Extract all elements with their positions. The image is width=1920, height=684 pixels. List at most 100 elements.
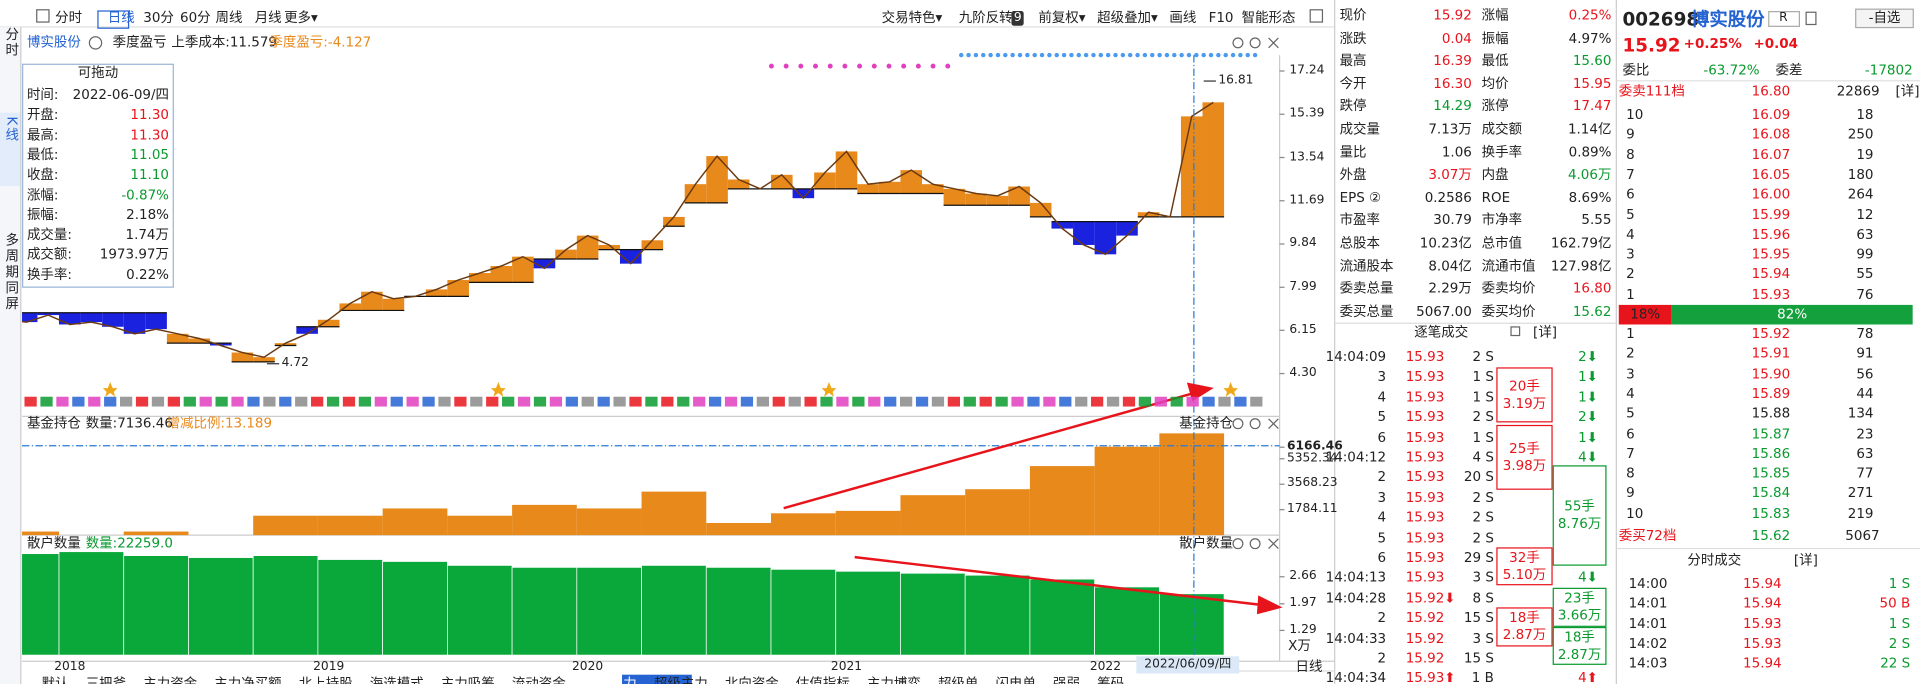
cost-band (814, 172, 836, 189)
period-tab[interactable]: 周线 (215, 9, 243, 26)
cost-band (900, 170, 923, 194)
period-tab[interactable]: 日线 (107, 9, 135, 26)
tick-price: 15.93 (1405, 449, 1445, 466)
quote-value: 0.89% (1568, 143, 1612, 160)
book-total-label: 委买72档 (1618, 527, 1677, 544)
minute-detail[interactable]: [详] (1793, 552, 1818, 569)
bottom-tab[interactable]: 主力吸筹 (440, 675, 495, 684)
stock-code: 002698 (1622, 8, 1700, 31)
tool-button[interactable]: 画线 (1169, 9, 1197, 26)
minute-volume: 2 S (1888, 635, 1911, 652)
bottom-tab[interactable]: 强弱 (1053, 675, 1081, 684)
quote-value: 10.23亿 (1419, 235, 1472, 252)
quote-value: 0.25% (1568, 7, 1612, 24)
bottom-tab[interactable]: 主力博弈 (866, 675, 921, 684)
signal-tag (279, 396, 292, 407)
quote-value: 1.14亿 (1567, 121, 1612, 138)
quote-label: 振幅 (1481, 30, 1509, 47)
minute-price: 15.93 (1743, 615, 1782, 632)
quote-value: 127.98亿 (1550, 257, 1612, 274)
bottom-tab[interactable]: 超级主力 (653, 675, 708, 684)
period-tab[interactable]: 更多▾ (284, 9, 318, 26)
signal-tag (1218, 396, 1231, 407)
book-volume: 77 (1856, 465, 1874, 482)
bottom-tab[interactable]: 北上持股 (298, 675, 353, 684)
bottom-tab[interactable]: 主力净买额 (214, 675, 282, 684)
cost-band (555, 249, 577, 259)
side-tab[interactable]: 分时 (3, 26, 20, 59)
period-tab[interactable]: 分时 (55, 9, 83, 26)
quote-value: 7.13万 (1428, 121, 1472, 138)
quote-label: 均价 (1481, 75, 1509, 92)
tool-button[interactable]: 九阶反转 (958, 9, 1013, 26)
cost-band (943, 188, 966, 206)
info-label: 最低: (26, 146, 59, 163)
cost-band (1029, 202, 1052, 217)
y-tick-label: 17.24 (1289, 63, 1325, 78)
tick-volume: 8 S (1472, 589, 1494, 606)
book-level: 4 (1626, 226, 1635, 243)
x-tick-label: 2019 (313, 660, 345, 674)
tool-button[interactable]: 智能形态 (1241, 9, 1296, 26)
bottom-tab[interactable]: 主力资金 (143, 675, 198, 684)
fund-bar (447, 515, 513, 536)
signal-tag (120, 396, 133, 407)
info-label: 收盘: (26, 166, 59, 183)
book-total-volume: 22869 (1836, 83, 1880, 100)
signal-dot (1083, 52, 1089, 58)
signal-tag (88, 396, 101, 407)
signal-tag (374, 396, 387, 407)
cost-band (447, 280, 469, 297)
cost-band (339, 303, 362, 311)
book-volume: 76 (1856, 286, 1874, 303)
minute-volume: 1 S (1888, 575, 1911, 592)
bottom-tab[interactable]: 默认 (41, 675, 69, 684)
cost-band (145, 312, 167, 330)
tool-button[interactable]: 超级叠加▾ (1097, 9, 1158, 26)
book-detail[interactable]: [详] (1895, 83, 1920, 100)
cost-band (835, 151, 858, 189)
bottom-tab[interactable]: 市值主力 (582, 675, 637, 684)
diff-label: 委差 (1775, 62, 1803, 79)
period-tab[interactable]: 月线 (254, 9, 282, 26)
book-price: 16.08 (1751, 126, 1791, 143)
signal-tag (24, 396, 37, 407)
signal-dot (1069, 52, 1074, 58)
bottom-tab[interactable]: 三把斧 (85, 675, 127, 684)
info-box[interactable] (22, 63, 174, 288)
side-tab[interactable]: K线 (3, 116, 20, 144)
watch-button[interactable] (1855, 8, 1914, 29)
period-tab[interactable]: 30分 (143, 9, 174, 26)
tick-volume: 3 S (1472, 569, 1494, 586)
signal-dot (1150, 52, 1155, 58)
ticks-detail[interactable]: [详] (1533, 324, 1558, 341)
tool-button[interactable]: F10 (1208, 9, 1234, 26)
side-tab[interactable]: 多周期同屏 (3, 232, 20, 313)
bottom-tab[interactable]: 估值指标 (795, 675, 850, 684)
signal-tag (995, 396, 1008, 407)
signal-tag (215, 396, 228, 407)
bottom-tab[interactable]: 超级单 (937, 675, 979, 684)
tick-price: 15.93⬆ (1405, 670, 1456, 684)
period-tab[interactable]: 60分 (180, 9, 211, 26)
tool-button[interactable]: 前复权▾ (1038, 9, 1086, 26)
info-value: 2.18% (126, 206, 169, 223)
bottom-tab[interactable]: 北向资金 (724, 675, 779, 684)
panel-change: 增减比例:13.189 (166, 415, 273, 432)
info-label: 成交量: (26, 226, 72, 243)
quote-value: 0.04 (1441, 30, 1472, 47)
tick-volume: 15 S (1463, 610, 1494, 626)
bottom-tab[interactable]: 流动资金 (511, 675, 566, 684)
book-volume: 134 (1847, 405, 1874, 422)
bottom-tab[interactable]: 闪电单 (995, 675, 1036, 684)
book-volume: 18 (1856, 106, 1874, 123)
signal-tag (772, 396, 785, 407)
bottom-tab[interactable]: 海选模式 (369, 675, 424, 684)
cost-band (37, 312, 60, 316)
cost-band (684, 184, 707, 203)
signal-dot (930, 63, 936, 69)
cost-band (706, 156, 728, 203)
tool-button[interactable]: 交易特色▾ (881, 9, 943, 26)
book-volume: 23 (1856, 425, 1874, 442)
bottom-tab[interactable]: 筹码 (1097, 675, 1125, 684)
